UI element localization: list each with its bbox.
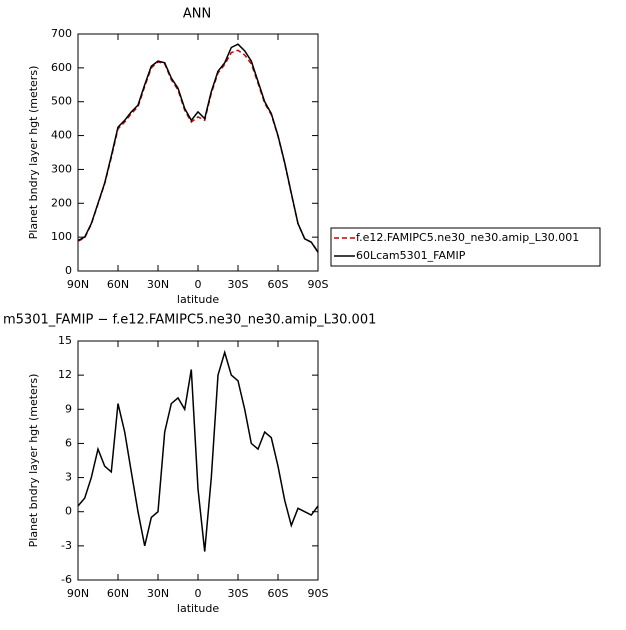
y-tick-label: 9 — [65, 402, 72, 415]
legend-label: 60Lcam5301_FAMIP — [356, 249, 466, 262]
x-tick-label: 90N — [67, 278, 89, 291]
x-tick-label: 60N — [107, 278, 129, 291]
plot-frame — [77, 340, 319, 581]
x-tick-label: 60S — [268, 278, 289, 291]
y-tick-label: -6 — [61, 573, 72, 586]
y-tick-label: 15 — [58, 334, 72, 347]
x-tick-label: 30N — [147, 587, 169, 600]
x-tick-label: 60S — [268, 587, 289, 600]
x-tick-label: 90N — [67, 587, 89, 600]
x-axis-label: latitude — [177, 293, 219, 306]
y-tick-label: 3 — [65, 471, 72, 484]
y-tick-label: 500 — [51, 95, 72, 108]
x-tick-label: 60N — [107, 587, 129, 600]
y-tick-label: 100 — [51, 230, 72, 243]
data-line — [77, 43, 319, 253]
y-axis-label: Planet bndry layer hgt (meters) — [27, 66, 40, 240]
y-tick-label: 0 — [65, 264, 72, 277]
x-tick-label: 90S — [308, 278, 329, 291]
y-tick-label: 6 — [65, 436, 72, 449]
chart-title: m5301_FAMIP − f.e12.FAMIPC5.ne30_ne30.am… — [3, 313, 376, 328]
data-line — [77, 349, 319, 552]
x-tick-label: 0 — [195, 278, 202, 291]
y-tick-label: 700 — [51, 27, 72, 40]
y-tick-label: 0 — [65, 505, 72, 518]
x-tick-label: 90S — [308, 587, 329, 600]
y-tick-label: 200 — [51, 196, 72, 209]
y-tick-label: -3 — [61, 539, 72, 552]
x-tick-label: 30S — [228, 587, 249, 600]
chart-title: ANN — [183, 7, 211, 22]
legend-box — [330, 227, 601, 267]
x-tick-label: 30N — [147, 278, 169, 291]
x-tick-label: 30S — [228, 278, 249, 291]
x-axis-label: latitude — [177, 602, 219, 615]
y-tick-label: 300 — [51, 162, 72, 175]
y-tick-label: 12 — [58, 368, 72, 381]
y-tick-label: 600 — [51, 61, 72, 74]
x-tick-label: 0 — [195, 587, 202, 600]
y-tick-label: 400 — [51, 129, 72, 142]
legend-label: f.e12.FAMIPC5.ne30_ne30.amip_L30.001 — [356, 231, 579, 244]
y-axis-label: Planet bndry layer hgt (meters) — [27, 374, 40, 548]
